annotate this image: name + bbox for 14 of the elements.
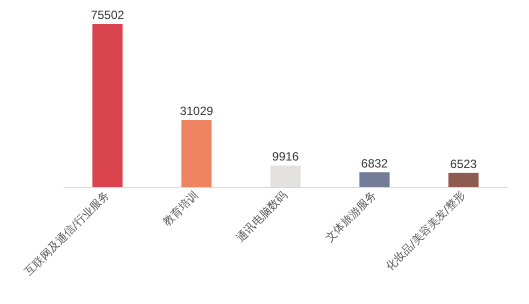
data-label: 6523 [450,156,478,171]
x-tick-label: 互联网及通信/行业服务 [22,188,112,278]
data-label: 6832 [361,156,388,170]
x-tick-label: 教育培训 [160,188,201,229]
bar [92,24,123,187]
x-tick-label: 化妆品/美容美发/整形 [383,188,468,273]
x-tick-label: 文体旅游服务 [322,188,379,244]
data-label: 75502 [90,8,125,22]
bar [181,120,212,187]
bar [448,172,479,187]
x-tick-label: 通讯电脑数码 [234,188,290,244]
bar [359,172,390,187]
data-label: 31029 [180,104,214,118]
data-label: 9916 [272,150,300,164]
